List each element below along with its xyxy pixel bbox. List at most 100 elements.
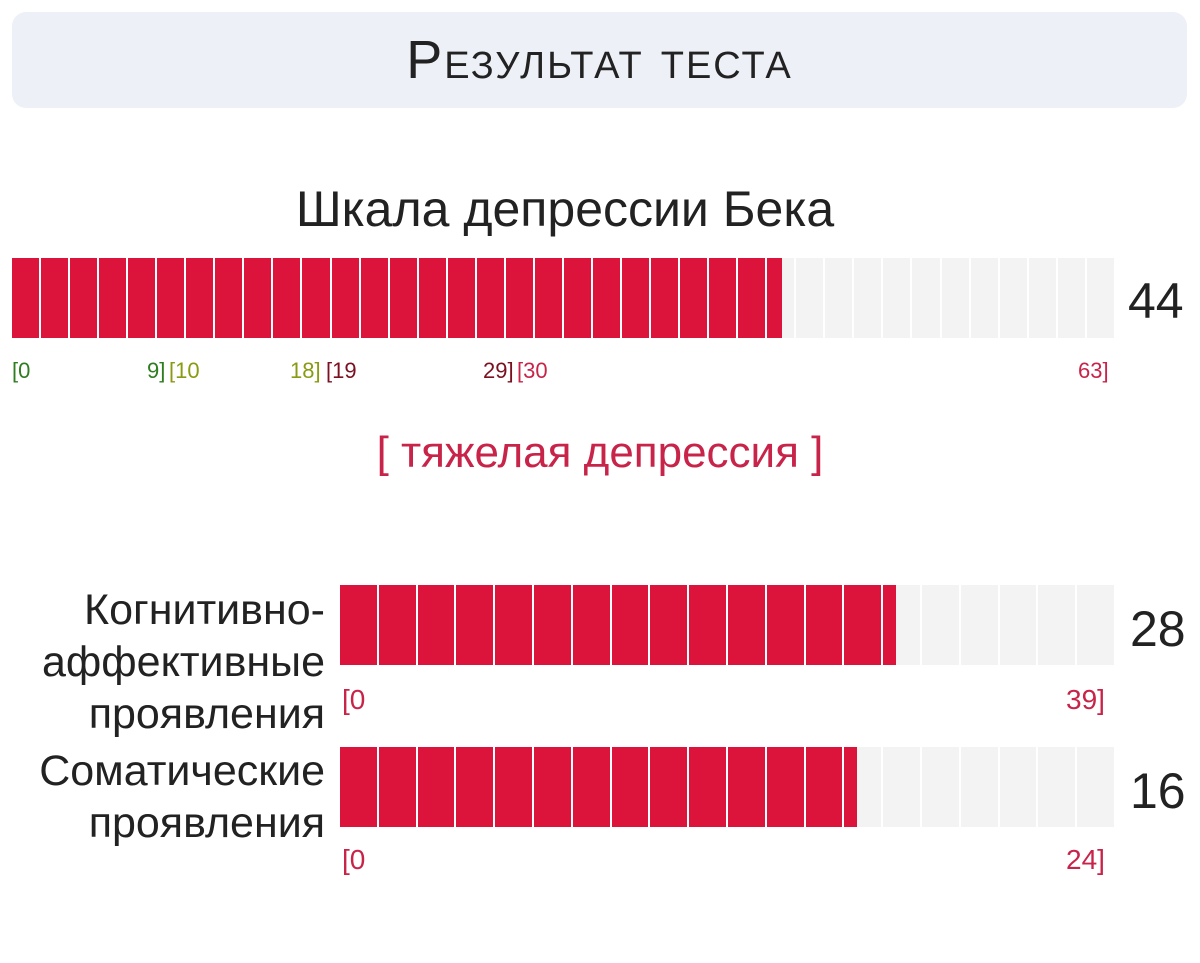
bar-segment-fill bbox=[378, 747, 416, 827]
tick-label-range-start-mild: [10 bbox=[169, 358, 200, 383]
bar-segment bbox=[533, 747, 573, 827]
bar-segment-fill bbox=[340, 585, 377, 665]
bar-segment-fill bbox=[447, 258, 475, 338]
bar-segment bbox=[650, 747, 690, 827]
tick-label-range-end-severe: 63] bbox=[1078, 358, 1109, 383]
subscale-cognitive-label: Когнитивно- аффективные проявления bbox=[42, 584, 325, 740]
bar-segment-fill bbox=[572, 585, 610, 665]
bar-segment-fill bbox=[680, 258, 708, 338]
bar-segment bbox=[534, 258, 564, 338]
bar-segment bbox=[340, 585, 379, 665]
bar-segment-fill bbox=[244, 258, 272, 338]
bar-segment bbox=[883, 585, 922, 665]
main-score: 44 bbox=[1128, 273, 1184, 329]
bar-segment bbox=[157, 258, 187, 338]
subscale-somatic-bar bbox=[340, 747, 1114, 827]
bar-segment bbox=[651, 258, 681, 338]
bar-segment bbox=[456, 747, 496, 827]
bar-segment-fill bbox=[805, 585, 843, 665]
bar-segment bbox=[447, 258, 477, 338]
bar-segment-fill bbox=[417, 585, 455, 665]
bar-segment bbox=[41, 258, 71, 338]
bar-segment bbox=[971, 258, 1000, 338]
bar-segment-fill bbox=[651, 258, 679, 338]
page-title: Результат теста bbox=[406, 30, 793, 90]
bar-segment bbox=[1000, 585, 1039, 665]
bar-segment-fill bbox=[650, 747, 688, 827]
bar-segment bbox=[572, 747, 612, 827]
bar-segment-fill bbox=[12, 258, 40, 338]
bar-segment-fill bbox=[340, 747, 377, 827]
bar-segment-fill bbox=[157, 258, 185, 338]
bar-segment bbox=[709, 258, 739, 338]
bar-segment bbox=[495, 585, 534, 665]
tick-label-range-start-severe: [30 bbox=[517, 358, 548, 383]
bar-segment bbox=[302, 258, 332, 338]
bar-segment-fill bbox=[844, 585, 882, 665]
bar-segment-fill bbox=[738, 258, 766, 338]
bar-segment-fill bbox=[572, 747, 610, 827]
bar-segment bbox=[563, 258, 593, 338]
bar-segment bbox=[727, 585, 767, 665]
subscale-cognitive-bar bbox=[340, 585, 1114, 665]
bar-segment-fill bbox=[689, 585, 726, 665]
subscale-cognitive-min-label: [0 bbox=[342, 684, 366, 715]
bar-segment-fill bbox=[533, 747, 571, 827]
bar-segment-fill bbox=[689, 747, 726, 827]
bar-segment-fill bbox=[331, 258, 359, 338]
bar-segment bbox=[738, 258, 768, 338]
bar-segment-fill bbox=[99, 258, 127, 338]
bar-segment-fill bbox=[378, 585, 416, 665]
bar-segment bbox=[766, 747, 806, 827]
bar-segment bbox=[417, 585, 457, 665]
bar-segment bbox=[942, 258, 971, 338]
bar-segment bbox=[805, 747, 845, 827]
subscale-cognitive-label-line: аффективные bbox=[41, 638, 325, 686]
bar-segment bbox=[1038, 747, 1078, 827]
bar-segment-fill bbox=[456, 585, 494, 665]
bar-segment-fill bbox=[767, 258, 782, 338]
bar-segment bbox=[611, 585, 651, 665]
bar-segment bbox=[592, 258, 622, 338]
bar-segment bbox=[689, 585, 728, 665]
subscale-cognitive-label-line: проявления bbox=[88, 690, 325, 738]
bar-segment-fill bbox=[611, 585, 649, 665]
bar-segment bbox=[99, 258, 129, 338]
bar-segment bbox=[215, 258, 245, 338]
tick-label-range-end-minimal: 9] bbox=[147, 358, 166, 383]
bar-segment-fill bbox=[273, 258, 301, 338]
bar-segment bbox=[805, 585, 845, 665]
main-scale-bar bbox=[12, 258, 1114, 338]
subscale-cognitive-max-label: 39] bbox=[1066, 684, 1105, 715]
bar-segment bbox=[533, 585, 573, 665]
bar-segment bbox=[128, 258, 158, 338]
tick-label-range-start-minimal: [0 bbox=[12, 358, 31, 383]
bar-segment-fill bbox=[650, 585, 688, 665]
bar-segment bbox=[1087, 258, 1114, 338]
bar-segment bbox=[389, 258, 419, 338]
bar-segment-fill bbox=[766, 585, 804, 665]
bar-segment-fill bbox=[41, 258, 69, 338]
bar-segment-fill bbox=[360, 258, 388, 338]
bar-segment-fill bbox=[592, 258, 620, 338]
bar-segment bbox=[186, 258, 216, 338]
bar-segment bbox=[418, 258, 448, 338]
subscale-somatic-label: Соматические проявления bbox=[39, 745, 325, 849]
bar-segment-fill bbox=[495, 747, 532, 827]
bar-segment-fill bbox=[727, 747, 765, 827]
bar-segment bbox=[378, 747, 418, 827]
bar-segment bbox=[70, 258, 100, 338]
bar-segment bbox=[1029, 258, 1058, 338]
bar-segment-fill bbox=[302, 258, 330, 338]
bar-segment bbox=[417, 747, 457, 827]
bar-segment bbox=[961, 747, 1000, 827]
bar-segment bbox=[844, 747, 884, 827]
subscale-cognitive-label-line: Когнитивно- bbox=[84, 586, 325, 634]
bar-segment bbox=[12, 258, 42, 338]
bar-segment-fill bbox=[534, 258, 562, 338]
bar-segment bbox=[378, 585, 418, 665]
bar-segment bbox=[1058, 258, 1087, 338]
subscale-somatic-label-line: Соматические bbox=[39, 747, 325, 795]
bar-segment-fill bbox=[418, 258, 446, 338]
bar-segment bbox=[476, 258, 506, 338]
